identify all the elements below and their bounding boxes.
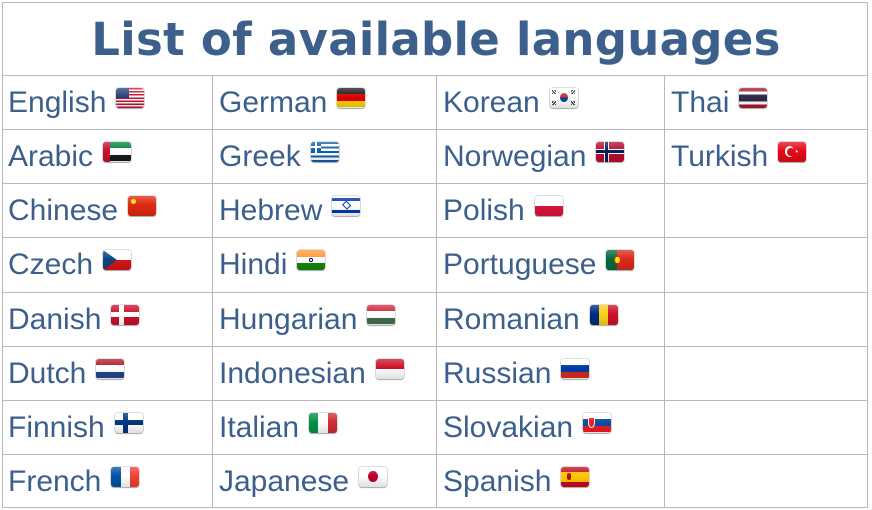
- language-cell-spanish: Spanish: [436, 454, 664, 508]
- language-name: Danish: [8, 302, 102, 336]
- indonesia-flag-icon: [375, 358, 404, 379]
- language-name: Turkish: [671, 139, 769, 173]
- norway-flag-icon: [596, 141, 625, 162]
- italy-flag-icon: [309, 412, 338, 433]
- language-cell-czech: Czech: [2, 237, 212, 292]
- netherlands-flag-icon: [96, 358, 125, 379]
- language-cell-french: French: [2, 454, 212, 508]
- language-cell-italian: Italian: [212, 400, 436, 454]
- languages-grid: English Arabic Chinese Czech Danish Dutch Finn…: [2, 75, 868, 508]
- language-name: Spanish: [443, 464, 552, 498]
- language-name: Portuguese: [443, 248, 597, 281]
- language-name: German: [219, 85, 328, 119]
- poland-flag-icon: [534, 195, 563, 216]
- language-cell-arabic: Arabic: [2, 129, 212, 183]
- language-cell-slovakian: Slovakian: [436, 400, 664, 454]
- germany-flag-icon: [337, 87, 366, 108]
- portugal-flag-icon: [606, 250, 635, 270]
- spain-flag-icon: [561, 466, 590, 487]
- language-name: Finnish: [8, 410, 105, 444]
- language-name: Thai: [671, 85, 730, 119]
- france-flag-icon: [111, 466, 140, 487]
- language-name: Norwegian: [443, 139, 587, 173]
- empty-cell: [664, 292, 868, 346]
- language-cell-hungarian: Hungarian: [212, 292, 436, 346]
- language-name: Indonesian: [219, 356, 366, 390]
- denmark-flag-icon: [111, 304, 140, 325]
- israel-flag-icon: [332, 195, 361, 216]
- language-name: Slovakian: [443, 410, 574, 444]
- language-name: Czech: [8, 248, 94, 281]
- language-name: Hindi: [219, 248, 288, 281]
- czech-flag-icon: [103, 250, 132, 270]
- language-cell-norwegian: Norwegian: [436, 129, 664, 183]
- romania-flag-icon: [589, 304, 618, 325]
- language-cell-english: English: [2, 75, 212, 129]
- language-cell-korean: Korean: [436, 75, 664, 129]
- us-flag-icon: [116, 87, 145, 108]
- language-name: Japanese: [219, 464, 350, 498]
- language-cell-hebrew: Hebrew: [212, 183, 436, 237]
- language-name: Italian: [219, 410, 300, 444]
- language-cell-danish: Danish: [2, 292, 212, 346]
- language-cell-indonesian: Indonesian: [212, 346, 436, 400]
- language-cell-russian: Russian: [436, 346, 664, 400]
- language-name: Dutch: [8, 356, 87, 390]
- turkey-flag-icon: [778, 141, 807, 162]
- language-name: French: [8, 464, 102, 498]
- language-cell-romanian: Romanian: [436, 292, 664, 346]
- china-flag-icon: [128, 195, 157, 216]
- language-name: Chinese: [8, 193, 119, 227]
- language-cell-greek: Greek: [212, 129, 436, 183]
- hungary-flag-icon: [367, 304, 396, 325]
- language-cell-chinese: Chinese: [2, 183, 212, 237]
- uae-flag-icon: [103, 141, 132, 162]
- language-cell-turkish: Turkish: [664, 129, 868, 183]
- language-name: Hungarian: [219, 302, 358, 336]
- empty-cell: [664, 346, 868, 400]
- language-name: Polish: [443, 193, 525, 227]
- language-name: Greek: [219, 139, 301, 173]
- india-flag-icon: [297, 250, 326, 270]
- language-name: Hebrew: [219, 193, 323, 227]
- russia-flag-icon: [561, 358, 590, 379]
- language-cell-finnish: Finnish: [2, 400, 212, 454]
- language-name: Romanian: [443, 302, 580, 336]
- language-cell-hindi: Hindi: [212, 237, 436, 292]
- finland-flag-icon: [114, 412, 143, 433]
- language-cell-thai: Thai: [664, 75, 868, 129]
- empty-cell: [664, 454, 868, 508]
- language-cell-japanese: Japanese: [212, 454, 436, 508]
- language-name: Korean: [443, 85, 540, 119]
- language-cell-dutch: Dutch: [2, 346, 212, 400]
- language-name: Arabic: [8, 139, 94, 173]
- language-name: English: [8, 85, 107, 119]
- empty-cell: [664, 183, 868, 237]
- empty-cell: [664, 400, 868, 454]
- south-korea-flag-icon: [549, 87, 578, 108]
- page-title: List of available languages: [91, 13, 781, 66]
- language-cell-german: German: [212, 75, 436, 129]
- empty-cell: [664, 237, 868, 292]
- language-cell-polish: Polish: [436, 183, 664, 237]
- japan-flag-icon: [359, 466, 388, 487]
- language-cell-portuguese: Portuguese: [436, 237, 664, 292]
- language-name: Russian: [443, 356, 552, 390]
- greece-flag-icon: [310, 141, 339, 162]
- slovakia-flag-icon: [583, 412, 612, 433]
- thailand-flag-icon: [739, 87, 768, 108]
